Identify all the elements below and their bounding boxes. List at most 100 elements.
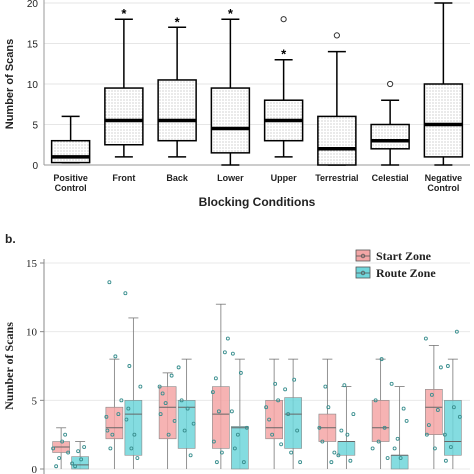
panel-b-y-tick-label: 15 — [26, 258, 38, 270]
panel-b-start-data-point — [166, 432, 171, 437]
panel-b-route-data-point — [336, 453, 341, 458]
panel-b-route-data-point — [188, 453, 193, 458]
panel-b-start-data-point — [113, 354, 118, 359]
panel-b-legend-swatch — [355, 249, 371, 262]
panel-a-significance-marker: * — [121, 6, 127, 21]
panel-b-start-data-point — [264, 405, 269, 410]
panel-b-group-3 — [157, 358, 196, 469]
panel-b-start-data-point — [210, 390, 215, 395]
panel-b-route-data-point — [298, 460, 303, 465]
panel-a-category-label-line: Control — [427, 183, 459, 193]
panel-a-box-1 — [50, 115, 91, 164]
panel-a-box-6 — [317, 32, 357, 166]
panel-b-route-data-point — [351, 412, 356, 417]
panel-b-group-6 — [317, 358, 356, 469]
panel-b-start-data-point — [51, 446, 56, 451]
panel-b-start-data-point — [169, 373, 174, 378]
panel-b-legend-swatch-point — [360, 270, 366, 276]
panel-b-route-data-point — [70, 461, 75, 466]
panel-b-start-data-point — [213, 376, 218, 381]
panel-b-route-data-point — [182, 428, 187, 433]
panel-b-start-data-point — [317, 425, 322, 430]
panel-b-route-data-point — [232, 446, 237, 451]
panel-b-start-data-point — [116, 412, 121, 417]
panel-b-route-data-point — [79, 457, 84, 462]
panel-b-y-axis-label: Number of Scans — [2, 322, 16, 410]
panel-b-start-data-point — [270, 432, 275, 437]
panel-a-x-axis-label: Blocking Conditions — [199, 195, 316, 209]
panel-b-start-data-point — [105, 428, 110, 433]
panel-b-route-data-point — [124, 417, 129, 422]
panel-b-start-data-point — [219, 450, 224, 455]
panel-b-y-tick-label: 10 — [26, 327, 38, 339]
panel-a-category-label-line: Negative — [425, 173, 463, 183]
panel-b-group-8 — [423, 329, 462, 469]
panel-b-route-box — [337, 441, 356, 456]
panel-b-route-data-point — [457, 414, 462, 419]
panel-b-start-data-point — [329, 460, 334, 465]
panel-b-start-data-point — [107, 280, 112, 285]
panel-a-category-label-line: Positive — [53, 173, 88, 183]
panel-b-legend-swatch — [355, 266, 371, 279]
panel-b-start-data-point — [119, 398, 124, 403]
panel-a-box-4: * — [210, 6, 251, 166]
panel-b-route-data-point — [176, 365, 181, 370]
panel-b-route-data-point — [289, 450, 294, 455]
panel-a-box-body — [423, 83, 464, 158]
panel-b-start-data-point — [320, 439, 325, 444]
panel-b-route-data-point — [451, 405, 456, 410]
panel-b-route-box — [124, 400, 143, 456]
panel-b-start-data-point — [424, 432, 429, 437]
panel-b-route-data-point — [129, 446, 134, 451]
panel-b-start-data-point — [426, 423, 431, 428]
panel-b-start-data-point — [63, 432, 68, 437]
panel-a-box-3: * — [157, 14, 197, 158]
panel-b-route-data-point — [404, 418, 409, 423]
panel-b-start-data-point — [379, 357, 384, 362]
panel-b-route-data-point — [339, 428, 344, 433]
panel-b-start-data-point — [110, 432, 115, 437]
panel-b-start-data-point — [54, 464, 59, 469]
panel-a-box-body — [50, 139, 91, 164]
panel-a-category-label-line: Front — [112, 173, 135, 183]
panel-b-group-2 — [104, 280, 143, 469]
panel-b-start-data-point — [222, 350, 227, 355]
panel-a-category-label: Negative Control — [425, 173, 463, 193]
panel-a-y-tick-label: 0 — [32, 161, 38, 172]
panel-b-start-data-point — [438, 365, 443, 370]
panel-b-route-data-point — [82, 445, 87, 449]
panel-b-start-data-point — [323, 384, 328, 389]
panel-b-route-data-point — [76, 449, 81, 454]
panel-b-start-data-point — [385, 456, 390, 460]
panel-b-start-data-point — [104, 414, 109, 419]
panel-b-route-data-point — [286, 412, 291, 417]
panel-b-group-4 — [210, 303, 249, 470]
panel-b-route-data-point — [229, 409, 234, 414]
panel-b-start-data-point — [332, 450, 337, 455]
panel-b-start-data-point — [376, 439, 381, 444]
panel-b-start-data-point — [423, 336, 428, 341]
panel-b-start-data-point — [279, 442, 284, 447]
panel-b-route-data-point — [445, 364, 450, 368]
panel-b-start-data-point — [432, 446, 437, 451]
panel-a-outlier-point — [333, 32, 340, 39]
panel-a-y-tick-label: 5 — [32, 121, 38, 132]
panel-b-route-data-point — [454, 329, 459, 334]
panel-a-y-tick-label: 20 — [27, 0, 39, 10]
panel-b-start-box — [371, 400, 390, 442]
panel-b-start-data-point — [429, 392, 434, 397]
panel-a-y-tick-label: 15 — [27, 40, 39, 51]
panel-a-significance-marker: * — [228, 6, 234, 21]
panel-b-route-data-point — [138, 384, 143, 389]
panel-b-route-data-point — [241, 460, 246, 465]
panel-a-category-label-line: Control — [55, 183, 87, 193]
panel-a-box-body — [210, 87, 251, 154]
panel-a-box-body — [104, 87, 144, 146]
panel-b-route-data-point — [127, 364, 132, 368]
panel-b-route-box — [71, 456, 89, 470]
panel-b-start-data-point — [158, 412, 163, 417]
panel-b-start-data-point — [66, 450, 71, 455]
panel-a-category-label-line: Terrestrial — [315, 173, 358, 183]
panel-b-route-data-point — [398, 456, 403, 460]
